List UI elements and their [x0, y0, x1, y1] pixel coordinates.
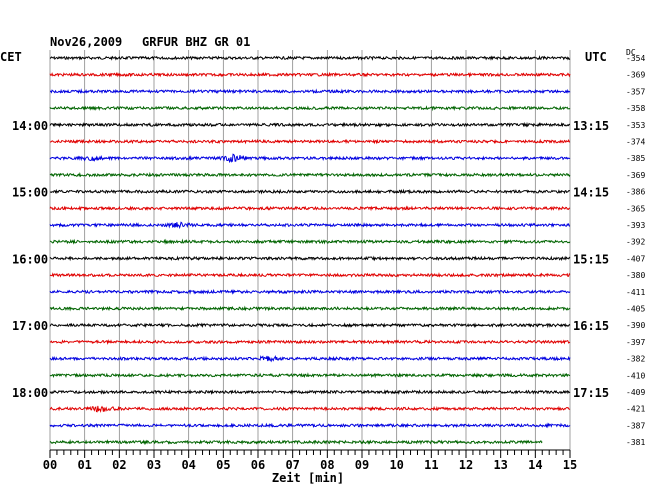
utc-time-label: 16:15 [573, 319, 609, 333]
x-tick-label: 02 [112, 458, 126, 472]
cet-zone-label: CET [0, 50, 22, 64]
trace-20 [49, 389, 571, 396]
utc-time-label: 13:15 [573, 119, 609, 133]
dc-offset-label: -390 [626, 321, 645, 330]
cet-time-label: 17:00 [12, 319, 48, 333]
x-tick-label: 12 [459, 458, 473, 472]
x-tick-label: 06 [251, 458, 265, 472]
x-tick-label: 09 [355, 458, 369, 472]
dc-offset-label: -353 [626, 121, 645, 130]
dc-offset-label: -380 [626, 271, 645, 280]
x-tick-label: 15 [563, 458, 577, 472]
utc-zone-label: UTC [585, 50, 607, 64]
x-tick-label: 11 [424, 458, 438, 472]
x-tick-label: 04 [181, 458, 195, 472]
dc-offset-label: -365 [626, 204, 645, 213]
dc-offset-label: -397 [626, 338, 645, 347]
x-axis-title: Zeit [min] [272, 471, 344, 485]
dc-offset-label: -381 [626, 438, 645, 447]
trace-13 [49, 272, 571, 278]
x-tick-label: 00 [43, 458, 57, 472]
trace-7 [49, 171, 571, 178]
trace-8 [49, 188, 571, 195]
trace-10 [49, 221, 571, 230]
dc-offset-label: -369 [626, 171, 645, 180]
dc-offset-label: -405 [626, 305, 645, 314]
trace-15 [49, 305, 571, 312]
dc-offset-label: -411 [626, 288, 645, 297]
dc-offset-label: -374 [626, 138, 645, 147]
trace-2 [49, 88, 571, 95]
station-label: GRFUR BHZ GR 01 [142, 35, 250, 49]
dc-offset-label: -410 [626, 371, 645, 380]
time-labels: 14:00 15:00 16:00 17:00 18:00 13:15 14:15 15:15… [12, 54, 645, 447]
x-tick-label: 10 [389, 458, 403, 472]
trace-18 [49, 354, 571, 363]
dc-offset-label: -386 [626, 188, 645, 197]
dc-offset-label: -421 [626, 405, 645, 414]
trace-0 [49, 55, 571, 61]
dc-offset-label: -357 [626, 87, 645, 96]
dc-offset-label: -369 [626, 71, 645, 80]
x-tick-label: 03 [147, 458, 161, 472]
time-grid [49, 50, 571, 450]
trace-21 [49, 405, 571, 413]
dc-offset-label: -387 [626, 421, 645, 430]
date-label: Nov26,2009 [50, 35, 122, 49]
trace-23 [49, 439, 543, 446]
cet-time-label: 18:00 [12, 386, 48, 400]
dc-label: DC [626, 48, 636, 57]
trace-6 [49, 153, 571, 164]
seismic-traces [49, 55, 571, 446]
dc-offset-label: -358 [626, 104, 645, 113]
trace-9 [49, 205, 571, 212]
trace-4 [49, 121, 571, 128]
trace-11 [49, 238, 571, 245]
trace-17 [49, 338, 571, 345]
x-tick-label: 08 [320, 458, 334, 472]
utc-time-label: 14:15 [573, 186, 609, 200]
x-axis: 00 01 02 03 04 05 06 07 08 09 10 11 12 13 14 15 [43, 449, 577, 472]
dc-offset-label: -382 [626, 355, 645, 364]
dc-offset-label: -392 [626, 238, 645, 247]
trace-3 [49, 105, 571, 112]
x-tick-label: 05 [216, 458, 230, 472]
cet-time-label: 14:00 [12, 119, 48, 133]
x-tick-label: 07 [285, 458, 299, 472]
trace-5 [49, 138, 571, 145]
dc-offset-label: -407 [626, 254, 645, 263]
x-tick-label: 14 [528, 458, 542, 472]
utc-time-label: 15:15 [573, 252, 609, 266]
cet-time-label: 15:00 [12, 186, 48, 200]
x-tick-label: 13 [493, 458, 507, 472]
trace-14 [49, 288, 571, 295]
dc-offset-label: -354 [626, 54, 645, 63]
dc-offset-label: -409 [626, 388, 645, 397]
trace-22 [49, 422, 571, 429]
trace-12 [49, 255, 571, 262]
utc-time-label: 17:15 [573, 386, 609, 400]
dc-offset-label: -385 [626, 154, 645, 163]
x-tick-label: 01 [77, 458, 91, 472]
cet-time-label: 16:00 [12, 252, 48, 266]
trace-16 [49, 322, 571, 329]
dc-offset-label: -393 [626, 221, 645, 230]
trace-1 [49, 71, 571, 78]
trace-19 [49, 372, 571, 379]
